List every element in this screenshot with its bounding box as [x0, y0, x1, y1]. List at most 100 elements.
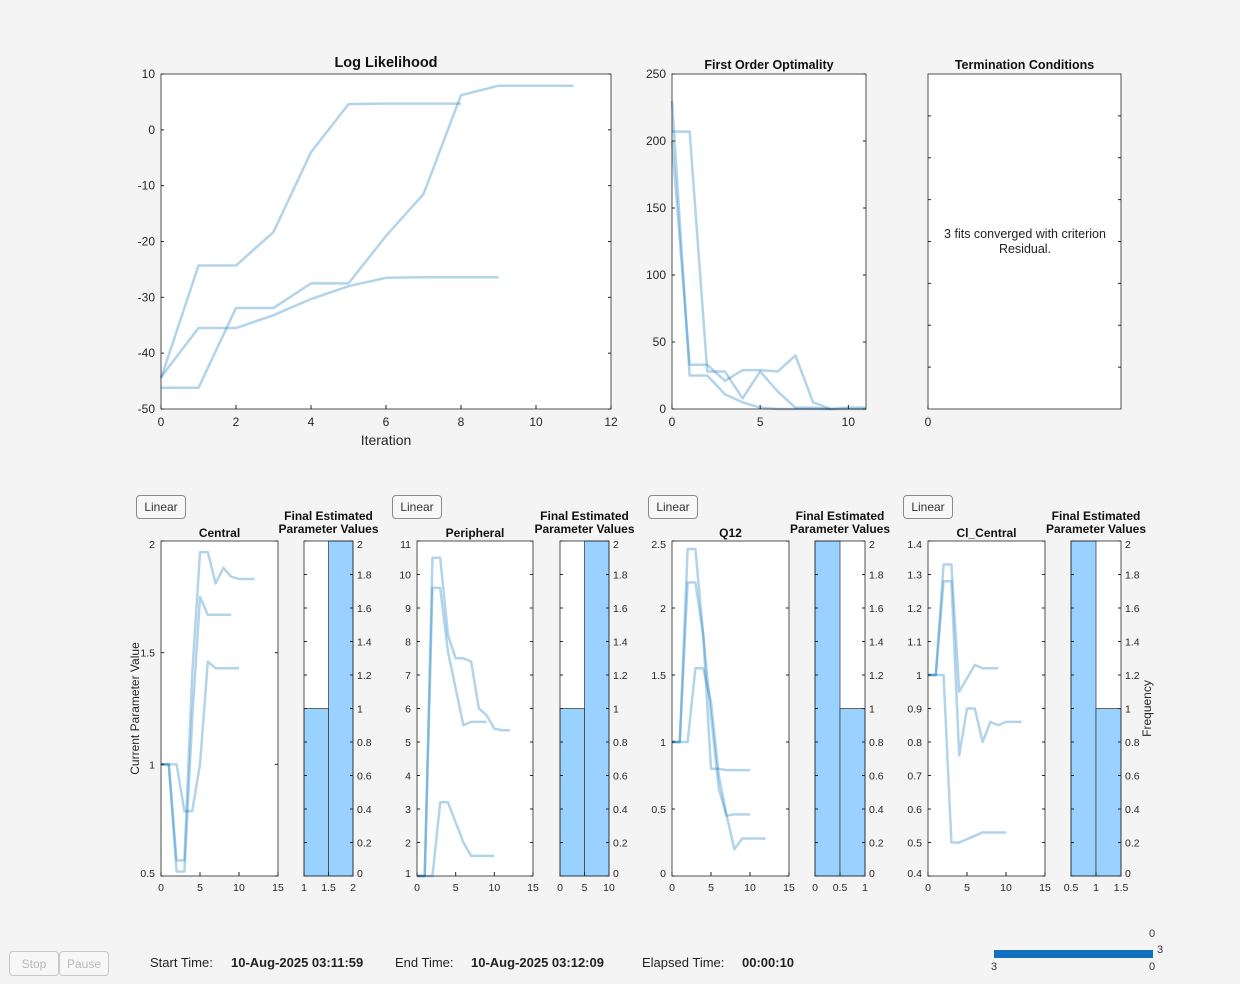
- q12-histogram-bar: [839, 708, 866, 877]
- cl-central-histogram-ytick-label: 1.4: [1125, 637, 1140, 649]
- q12-histogram-ytick-label: 0: [869, 868, 875, 880]
- q12-histogram-ytick-label: 1.4: [869, 637, 884, 649]
- log-likelihood-ytick-label: 0: [148, 123, 155, 137]
- end-time-value: 10-Aug-2025 03:12:09: [471, 955, 604, 970]
- central-histogram-title: Parameter Values: [278, 522, 378, 536]
- pause-button[interactable]: Pause: [59, 951, 109, 976]
- central-xtick-label: 15: [272, 882, 284, 894]
- central-histogram-ytick-label: 0.4: [357, 804, 372, 816]
- peripheral-series-2: [417, 586, 487, 878]
- first-order-optimality-ytick-label: 150: [646, 201, 666, 215]
- first-order-optimality-ytick-label: 50: [653, 335, 667, 349]
- log-likelihood-xtick-label: 0: [158, 415, 165, 429]
- peripheral-title: Peripheral: [446, 526, 505, 540]
- central-histogram-title: Final Estimated: [284, 509, 373, 523]
- progress-label-bottom-left: 3: [991, 961, 998, 973]
- cl-central-ytick-label: 0.6: [907, 804, 922, 816]
- peripheral-scale-button[interactable]: Linear: [392, 495, 442, 519]
- cl-central-ytick-label: 1.1: [907, 637, 922, 649]
- q12-histogram-ytick-label: 0.8: [869, 737, 884, 749]
- cl-central-scale-button[interactable]: Linear: [903, 495, 953, 519]
- central-histogram-ytick-label: 1.2: [357, 670, 372, 682]
- log-likelihood-series-1: [159, 102, 461, 379]
- peripheral-xtick-label: 5: [453, 882, 459, 894]
- cl-central-chart: 0 5 10 15 0.4 0.5 0.6 0.7 0.8 0.9 1 1.1 1.2 1.3 1.4 Cl_…: [907, 526, 1051, 894]
- peripheral-plot-area: [417, 541, 533, 876]
- peripheral-xtick-label: 15: [527, 882, 539, 894]
- peripheral-histogram-ytick-label: 0.8: [613, 737, 628, 749]
- central-histogram-ytick-label: 0: [357, 868, 363, 880]
- start-time-value: 10-Aug-2025 03:11:59: [231, 955, 364, 970]
- q12-title: Q12: [719, 526, 742, 540]
- central-xtick-label: 0: [158, 882, 164, 894]
- first-order-optimality-axes-box: [671, 73, 867, 410]
- peripheral-ytick-label: 1: [405, 868, 411, 880]
- first-order-optimality-series-2: [672, 130, 831, 411]
- q12-histogram-bar: [814, 540, 841, 877]
- progress-label-right: 3: [1157, 944, 1164, 956]
- cl-central-histogram-ytick-label: 0.4: [1125, 804, 1140, 816]
- q12-histogram-xtick-label: 0.5: [833, 882, 848, 894]
- cl-central-ytick-label: 0.4: [907, 868, 922, 880]
- cl-central-ytick-label: 1.4: [907, 539, 922, 551]
- peripheral-histogram-ytick-label: 2: [613, 539, 619, 551]
- progress-label-top: 0: [1149, 928, 1156, 940]
- q12-ytick-label: 1: [660, 737, 666, 749]
- cl-central-title: Cl_Central: [956, 526, 1016, 540]
- central-scale-button[interactable]: Linear: [136, 495, 186, 519]
- peripheral-histogram-title: Parameter Values: [534, 522, 634, 536]
- elapsed-time-label: Elapsed Time:: [642, 955, 725, 970]
- q12-histogram-xtick-label: 0: [812, 882, 818, 894]
- central-histogram-bar: [328, 540, 354, 877]
- q12-scale-button[interactable]: Linear: [648, 495, 698, 519]
- peripheral-histogram-ytick-label: 1.2: [613, 670, 628, 682]
- first-order-optimality-ytick-label: 0: [659, 402, 666, 416]
- peripheral-histogram-xtick-label: 0: [557, 882, 563, 894]
- cl-central-ytick-label: 1.3: [907, 570, 922, 582]
- cl-central-histogram-ytick-label: 1.6: [1125, 603, 1140, 615]
- log-likelihood-ytick-label: -20: [138, 235, 156, 249]
- central-plot-area: [161, 541, 278, 876]
- progress-label-bottom-right: 0: [1149, 961, 1156, 973]
- central-histogram-ytick-label: 1.6: [357, 603, 372, 615]
- central-histogram-ytick-label: 0.8: [357, 737, 372, 749]
- central-xtick-label: 10: [233, 882, 245, 894]
- peripheral-histogram-ytick-label: 1.8: [613, 570, 628, 582]
- stop-button[interactable]: Stop: [9, 951, 59, 976]
- peripheral-ytick-label: 11: [400, 539, 411, 551]
- log-likelihood-ytick-label: 10: [142, 67, 156, 81]
- termination-conditions-title: Termination Conditions: [955, 58, 1094, 72]
- elapsed-time-value: 00:00:10: [742, 955, 795, 970]
- first-order-optimality-ytick-label: 200: [646, 134, 666, 148]
- q12-xtick-label: 0: [669, 882, 675, 894]
- q12-histogram-ytick-label: 0.2: [869, 838, 884, 850]
- termination-conditions-plot-area: [928, 74, 1121, 409]
- cl-central-xtick-label: 0: [925, 882, 931, 894]
- log-likelihood-chart: 0 2 4 6 8 10 12 -50 -40 -30 -20 -10 0 10 Log Likelihoo…: [138, 55, 618, 448]
- log-likelihood-series-3: [160, 275, 499, 378]
- central-histogram-ytick-label: 0.2: [357, 838, 372, 850]
- cl-central-histogram-ytick-label: 1.2: [1125, 670, 1140, 682]
- progress-fill: [994, 950, 1153, 958]
- peripheral-histogram-ytick-label: 1.6: [613, 603, 628, 615]
- q12-series-3: [672, 667, 766, 851]
- peripheral-histogram-ytick-label: 0.2: [613, 838, 628, 850]
- first-order-optimality-plot-area: [672, 74, 866, 409]
- q12-histogram-xtick-label: 1: [862, 882, 868, 894]
- peripheral-ytick-label: 3: [405, 804, 411, 816]
- first-order-optimality-xtick-label: 0: [669, 415, 676, 429]
- central-series-1: [161, 550, 255, 862]
- q12-histogram-ytick-label: 0.4: [869, 804, 884, 816]
- cl-central-histogram-title: Parameter Values: [1046, 522, 1146, 536]
- cl-central-histogram-ytick-label: 2: [1125, 539, 1131, 551]
- first-order-optimality-title: First Order Optimality: [704, 58, 833, 72]
- peripheral-histogram-ytick-label: 1.4: [613, 637, 628, 649]
- central-histogram-ytick-label: 2: [357, 539, 363, 551]
- peripheral-ytick-label: 9: [405, 603, 411, 615]
- central-chart: 0 5 10 15 0.5 1 1.5 2 Central Current Parameter V…: [128, 526, 284, 894]
- peripheral-histogram-ytick-label: 0: [613, 868, 619, 880]
- peripheral-histogram-bar: [584, 540, 610, 877]
